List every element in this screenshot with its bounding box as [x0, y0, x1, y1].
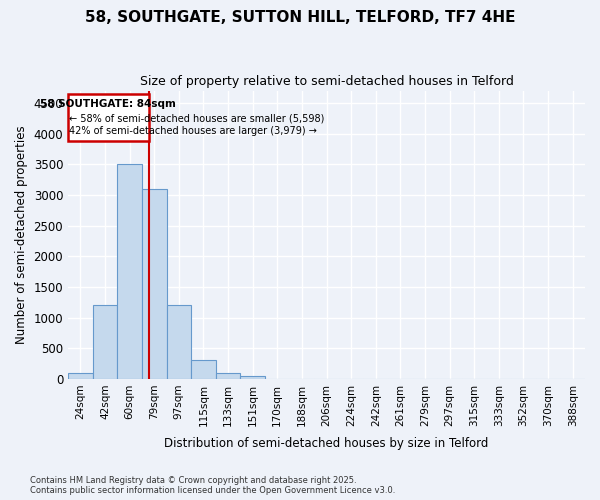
- FancyBboxPatch shape: [68, 94, 149, 142]
- Text: Contains HM Land Registry data © Crown copyright and database right 2025.
Contai: Contains HM Land Registry data © Crown c…: [30, 476, 395, 495]
- Bar: [117, 164, 142, 379]
- X-axis label: Distribution of semi-detached houses by size in Telford: Distribution of semi-detached houses by …: [164, 437, 489, 450]
- Text: ← 58% of semi-detached houses are smaller (5,598): ← 58% of semi-detached houses are smalle…: [69, 114, 325, 124]
- Text: 42% of semi-detached houses are larger (3,979) →: 42% of semi-detached houses are larger (…: [69, 126, 317, 136]
- Bar: [68, 373, 92, 379]
- Title: Size of property relative to semi-detached houses in Telford: Size of property relative to semi-detach…: [140, 75, 514, 88]
- Bar: [191, 360, 216, 379]
- Bar: [142, 188, 167, 379]
- Bar: [241, 376, 265, 379]
- Bar: [167, 306, 191, 379]
- Bar: [216, 373, 241, 379]
- Bar: [92, 306, 117, 379]
- Y-axis label: Number of semi-detached properties: Number of semi-detached properties: [15, 126, 28, 344]
- Text: 58 SOUTHGATE: 84sqm: 58 SOUTHGATE: 84sqm: [40, 100, 176, 110]
- Text: 58, SOUTHGATE, SUTTON HILL, TELFORD, TF7 4HE: 58, SOUTHGATE, SUTTON HILL, TELFORD, TF7…: [85, 10, 515, 25]
